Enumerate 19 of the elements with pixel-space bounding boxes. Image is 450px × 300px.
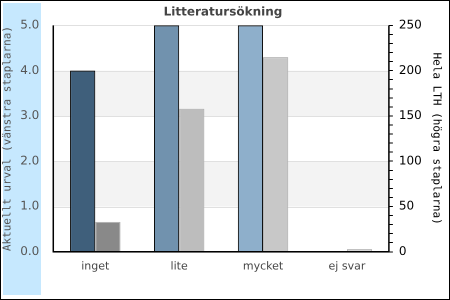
y-tick-label: 5.0 <box>20 18 40 32</box>
y-tick-label: 0.0 <box>20 244 40 258</box>
y-tick-label: 1.0 <box>20 198 40 213</box>
x-tick-label: ej svar <box>328 259 366 272</box>
chart-title: Litteratursökning <box>164 4 282 18</box>
x-tick-label: mycket <box>242 259 284 272</box>
y2-tick-label: 0 <box>398 244 407 258</box>
y-tick-label: 3.0 <box>20 108 40 122</box>
y2-axis-title: Hela LTH (högra staplarna) <box>430 52 444 225</box>
y-tick-label: 4.0 <box>20 62 40 77</box>
y-tick-label: 2.0 <box>20 153 40 168</box>
y2-tick-label: 200 <box>398 62 422 77</box>
y-axis-title: Aktuellt urval (vänstra staplarna) <box>0 26 14 252</box>
y2-tick-label: 150 <box>398 108 422 122</box>
x-tick-label: lite <box>170 259 188 272</box>
y2-tick-label: 50 <box>398 198 414 213</box>
y2-tick-label: 250 <box>398 18 422 32</box>
y2-tick-label: 100 <box>398 153 422 168</box>
x-tick-label: inget <box>81 259 110 272</box>
